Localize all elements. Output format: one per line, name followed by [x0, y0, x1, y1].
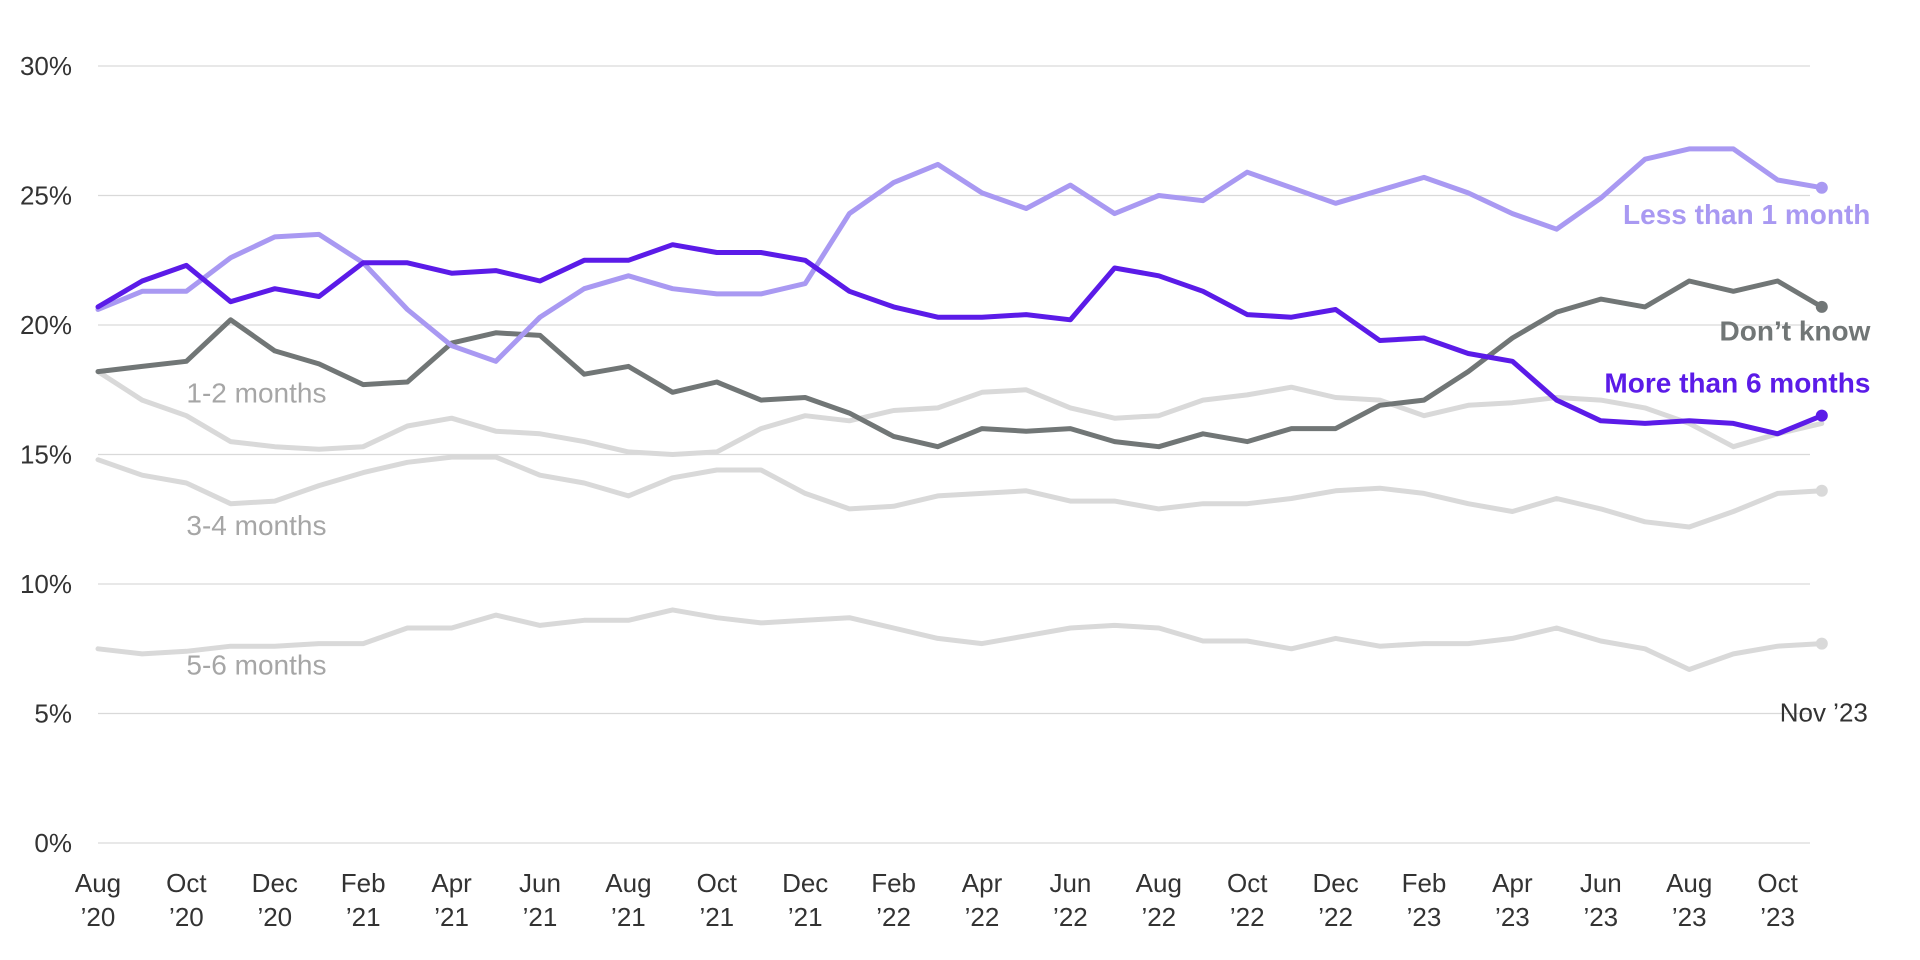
x-tick-label: ’21 — [699, 902, 734, 932]
end-date-label: Nov ’23 — [1780, 697, 1868, 727]
end-marker-don-t-know — [1816, 301, 1828, 313]
series-label-1-2-months: 1-2 months — [186, 378, 326, 409]
x-tick-label: ’22 — [876, 902, 911, 932]
series-label-5-6-months: 5-6 months — [186, 650, 326, 681]
y-tick-label: 10% — [20, 569, 72, 599]
x-tick-label: Aug — [75, 868, 121, 898]
x-axis-ticks: Aug ’20 Oct ’20 Dec ’20 Feb ’21 Apr ’21 Jun ’21 Aug ’… — [75, 868, 1799, 932]
y-tick-label: 25% — [20, 181, 72, 211]
x-tick-label: ’23 — [1583, 902, 1618, 932]
series-line-3-4-months — [98, 457, 1822, 527]
series-label-more-than-6-months: More than 6 months — [1604, 367, 1870, 398]
y-tick-label: 20% — [20, 310, 72, 340]
x-tick-label: Jun — [1049, 868, 1091, 898]
x-tick-label: Aug — [1666, 868, 1712, 898]
y-tick-label: 5% — [34, 699, 72, 729]
x-tick-label: Aug — [605, 868, 651, 898]
series-lines — [98, 149, 1822, 670]
series-line-don-t-know — [98, 281, 1822, 447]
series-line-more-than-6-months — [98, 245, 1822, 434]
x-tick-label: ’22 — [1318, 902, 1353, 932]
x-tick-label: ’20 — [257, 902, 292, 932]
x-tick-label: ’21 — [523, 902, 558, 932]
x-tick-label: Dec — [782, 868, 828, 898]
x-tick-label: Dec — [252, 868, 298, 898]
x-tick-label: ’23 — [1495, 902, 1530, 932]
x-tick-label: Feb — [341, 868, 386, 898]
series-label-3-4-months: 3-4 months — [186, 510, 326, 541]
x-tick-label: ’23 — [1760, 902, 1795, 932]
x-tick-label: Oct — [697, 868, 738, 898]
y-tick-label: 0% — [34, 828, 72, 858]
end-marker-more-than-6-months — [1816, 410, 1828, 422]
y-axis-ticks: 0% 5% 10% 15% 20% 25% 30% — [20, 51, 72, 858]
x-tick-label: ’22 — [1141, 902, 1176, 932]
x-tick-label: Jun — [519, 868, 561, 898]
end-marker-3-4-months — [1816, 485, 1828, 497]
end-marker-less-than-1-month — [1816, 182, 1828, 194]
x-tick-label: ’20 — [169, 902, 204, 932]
x-tick-label: ’21 — [346, 902, 381, 932]
x-tick-label: ’22 — [1230, 902, 1265, 932]
x-tick-label: Apr — [1492, 868, 1533, 898]
series-label-less-than-1-month: Less than 1 month — [1623, 199, 1870, 230]
x-tick-label: ’22 — [1053, 902, 1088, 932]
y-tick-label: 15% — [20, 440, 72, 470]
x-tick-label: ’21 — [788, 902, 823, 932]
chart-container: 0% 5% 10% 15% 20% 25% 30% Aug ’20 Oct ’20 Dec ’20 Fe… — [0, 0, 1920, 960]
end-marker-5-6-months — [1816, 638, 1828, 650]
x-tick-label: Oct — [1757, 868, 1798, 898]
x-tick-label: Feb — [871, 868, 916, 898]
x-tick-label: Apr — [431, 868, 472, 898]
series-line-less-than-1-month — [98, 149, 1822, 361]
series-line-5-6-months — [98, 610, 1822, 670]
x-tick-label: ’21 — [611, 902, 646, 932]
x-tick-label: Aug — [1136, 868, 1182, 898]
x-tick-label: ’22 — [965, 902, 1000, 932]
series-label-don-t-know: Don’t know — [1720, 316, 1871, 347]
x-tick-label: Apr — [962, 868, 1003, 898]
y-tick-label: 30% — [20, 51, 72, 81]
x-tick-label: ’21 — [434, 902, 469, 932]
end-markers — [1816, 182, 1828, 650]
x-tick-label: Dec — [1312, 868, 1358, 898]
line-chart: 0% 5% 10% 15% 20% 25% 30% Aug ’20 Oct ’20 Dec ’20 Fe… — [0, 0, 1920, 960]
x-tick-label: ’23 — [1407, 902, 1442, 932]
x-tick-label: ’20 — [81, 902, 116, 932]
gridlines — [98, 66, 1810, 843]
x-tick-label: Jun — [1580, 868, 1622, 898]
x-tick-label: ’23 — [1672, 902, 1707, 932]
x-tick-label: Feb — [1402, 868, 1447, 898]
x-tick-label: Oct — [166, 868, 207, 898]
x-tick-label: Oct — [1227, 868, 1268, 898]
